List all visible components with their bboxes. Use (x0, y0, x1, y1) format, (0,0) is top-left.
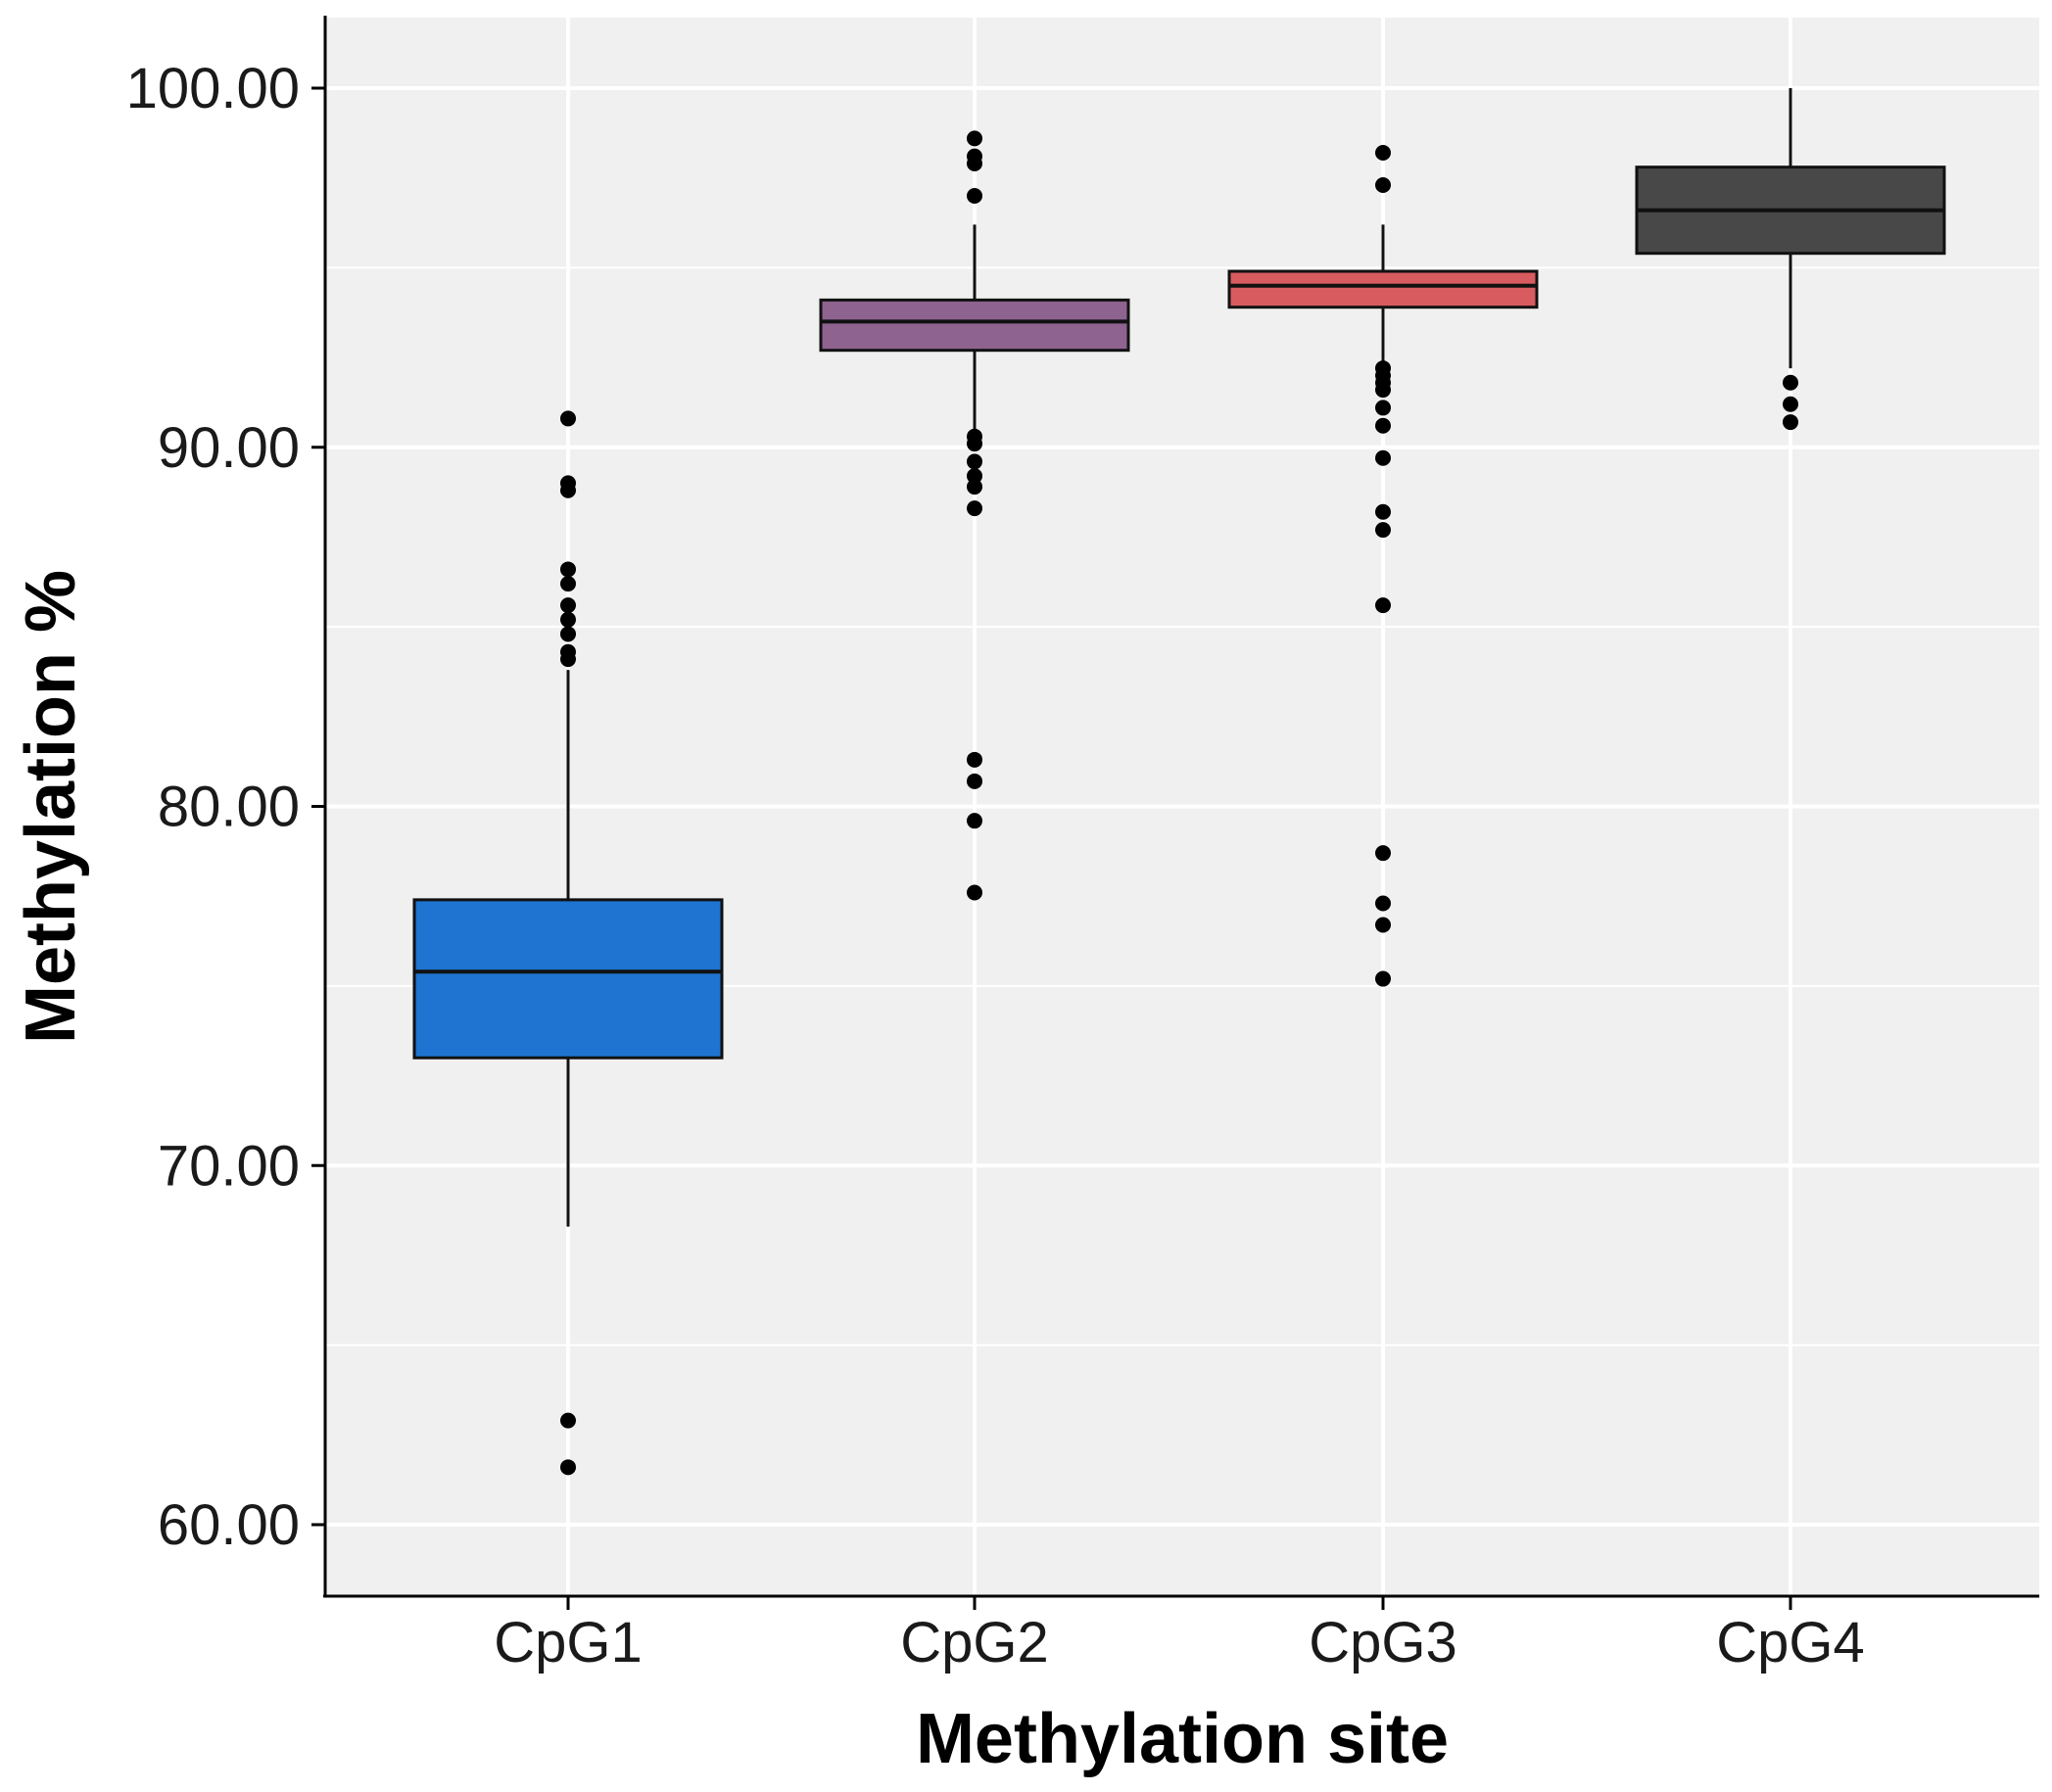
y-axis-ticks: 60.00 70.00 80.00 90.00 100.00 (126, 57, 325, 1557)
outlier-point-cpg3 (1375, 917, 1391, 933)
outlier-point-cpg3 (1375, 449, 1391, 466)
box-cpg1 (412, 898, 724, 1060)
outlier-point-cpg1 (560, 651, 576, 668)
box-group-cpg3 (1227, 145, 1539, 987)
y-tick-label: 70.00 (158, 1134, 300, 1198)
x-axis-ticks: CpG1 CpG2 CpG3 CpG4 (494, 1596, 1865, 1674)
outlier-point-cpg3 (1375, 970, 1391, 987)
y-tick-label: 80.00 (158, 776, 300, 839)
outlier-point-cpg2 (967, 188, 982, 205)
outlier-point-cpg3 (1375, 895, 1391, 912)
outlier-point-cpg4 (1783, 396, 1798, 412)
outlier-point-cpg3 (1375, 522, 1391, 539)
outlier-point-cpg1 (560, 1459, 576, 1476)
outlier-point-cpg2 (967, 436, 982, 452)
box-group-cpg4 (1635, 88, 1946, 431)
outlier-point-cpg3 (1375, 382, 1391, 399)
outlier-point-cpg1 (560, 576, 576, 592)
boxes-layer (412, 88, 1946, 1476)
outlier-point-cpg3 (1375, 597, 1391, 614)
x-tick-label-cpg1: CpG1 (494, 1611, 643, 1674)
outlier-point-cpg2 (967, 773, 982, 789)
x-axis-title: Methylation site (916, 1700, 1449, 1778)
outlier-point-cpg2 (967, 453, 982, 470)
outlier-point-cpg2 (967, 884, 982, 901)
outlier-point-cpg1 (560, 1412, 576, 1429)
outlier-point-cpg1 (560, 482, 576, 498)
outlier-point-cpg2 (967, 468, 982, 485)
outlier-point-cpg1 (560, 410, 576, 427)
y-tick-label: 90.00 (158, 416, 300, 480)
outlier-point-cpg4 (1783, 414, 1798, 431)
outlier-point-cpg2 (967, 130, 982, 147)
y-tick-label: 100.00 (126, 57, 300, 120)
box-cpg2 (819, 298, 1130, 353)
box-group-cpg2 (819, 130, 1130, 901)
x-tick-label-cpg3: CpG3 (1309, 1611, 1457, 1674)
outlier-point-cpg1 (560, 626, 576, 642)
outlier-point-cpg1 (560, 561, 576, 578)
outlier-point-cpg1 (560, 611, 576, 628)
outlier-point-cpg2 (967, 751, 982, 768)
outlier-point-cpg2 (967, 813, 982, 829)
outlier-point-cpg3 (1375, 417, 1391, 434)
outlier-point-cpg3 (1375, 503, 1391, 520)
outlier-point-cpg4 (1783, 374, 1798, 391)
outlier-point-cpg2 (967, 500, 982, 517)
box-cpg3 (1227, 269, 1539, 309)
box-group-cpg1 (412, 410, 724, 1476)
y-axis-title: Methylation % (12, 570, 90, 1044)
outlier-point-cpg2 (967, 156, 982, 172)
outlier-point-cpg3 (1375, 177, 1391, 194)
x-tick-label-cpg4: CpG4 (1716, 1611, 1865, 1674)
outlier-point-cpg3 (1375, 400, 1391, 416)
outlier-point-cpg2 (967, 479, 982, 495)
x-tick-label-cpg2: CpG2 (900, 1611, 1049, 1674)
outlier-point-cpg1 (560, 597, 576, 614)
outlier-point-cpg3 (1375, 145, 1391, 162)
y-tick-label: 60.00 (158, 1493, 300, 1557)
outlier-point-cpg3 (1375, 845, 1391, 862)
